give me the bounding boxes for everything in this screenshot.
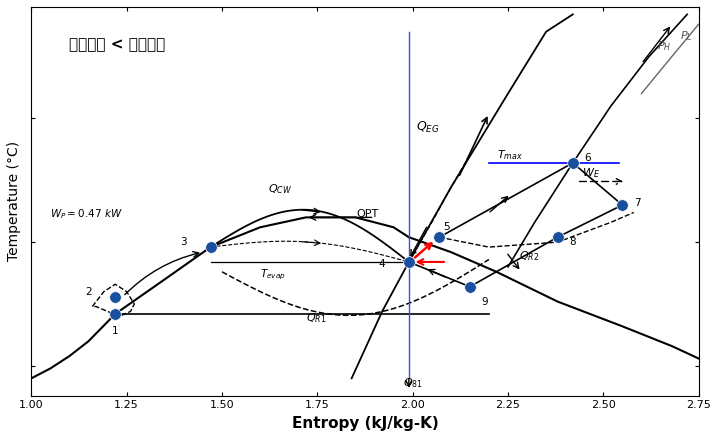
Text: $P_L$: $P_L$ [679, 29, 692, 43]
Point [617, 201, 628, 208]
Text: 5: 5 [444, 223, 450, 232]
X-axis label: Entropy (kJ/kg-K): Entropy (kJ/kg-K) [292, 416, 439, 431]
Text: 9: 9 [482, 297, 488, 307]
Text: OPT: OPT [356, 209, 378, 219]
Point [567, 159, 579, 166]
Text: $W_P = 0.47\ kW$: $W_P = 0.47\ kW$ [50, 207, 123, 221]
Text: 7: 7 [634, 198, 641, 208]
Point [110, 293, 121, 300]
Text: 4: 4 [379, 259, 386, 269]
Text: 8: 8 [569, 237, 576, 247]
Point [464, 283, 475, 290]
Text: 2: 2 [85, 286, 92, 297]
Text: $Q_{81}$: $Q_{81}$ [403, 376, 423, 389]
Text: 1: 1 [112, 326, 118, 336]
Point [552, 234, 564, 241]
Text: 3: 3 [180, 237, 187, 247]
Text: $P_H$: $P_H$ [657, 39, 671, 53]
Text: $W_E$: $W_E$ [582, 166, 600, 180]
Text: $Q_{R2}$: $Q_{R2}$ [519, 250, 540, 263]
Text: 냉매유량 < 최적유량: 냉매유량 < 최적유량 [70, 37, 166, 52]
Point [205, 244, 216, 251]
Text: $Q_{EG}$: $Q_{EG}$ [416, 120, 440, 135]
Text: $T_{evap}$: $T_{evap}$ [260, 267, 286, 282]
Text: $T_{max}$: $T_{max}$ [497, 148, 522, 162]
Point [403, 258, 414, 265]
Point [434, 234, 445, 241]
Text: $Q_{CW}$: $Q_{CW}$ [268, 183, 292, 196]
Text: $Q_{R1}$: $Q_{R1}$ [306, 311, 326, 325]
Point [110, 311, 121, 318]
Text: 6: 6 [584, 153, 592, 163]
Y-axis label: Temperature (°C): Temperature (°C) [7, 141, 21, 261]
